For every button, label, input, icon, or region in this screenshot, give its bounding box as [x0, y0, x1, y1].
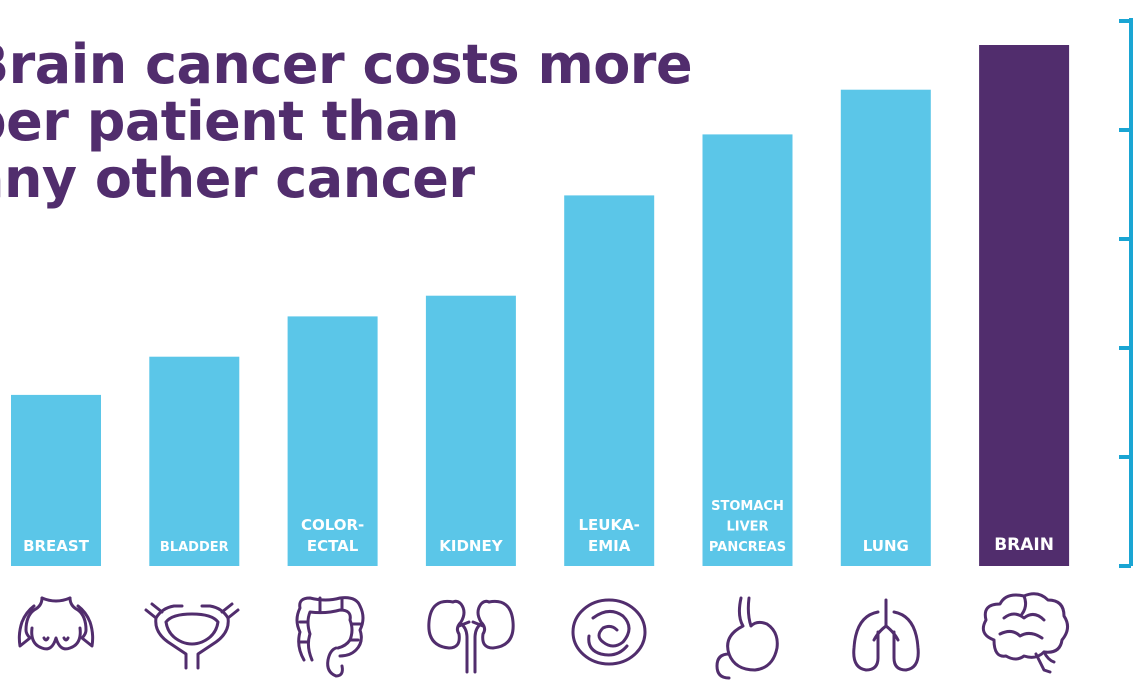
bladder-icon — [144, 602, 240, 670]
bar-stomach-liver-pancreas — [702, 134, 793, 566]
lung-icon — [852, 598, 920, 672]
brain-icon — [981, 592, 1069, 674]
stomach-icon — [715, 596, 779, 680]
colon-icon — [295, 596, 365, 678]
bar-label: LEUKA-EMIA — [578, 516, 639, 555]
title-line-3: any other cancer — [0, 147, 475, 210]
bar-lung — [840, 89, 931, 566]
bar-label: BREAST — [23, 537, 90, 555]
bar-leuka-emia — [564, 195, 655, 566]
icons-group — [17, 592, 1069, 680]
bar-label: KIDNEY — [439, 537, 503, 555]
kidney-icon — [427, 599, 515, 674]
bar-label: BRAIN — [994, 535, 1054, 555]
bar-labels-group: BREAST BLADDER COLOR-ECTAL KIDNEY LEUKA-EMIA… — [23, 499, 1054, 555]
bar-breast — [11, 394, 101, 566]
bars-group — [11, 45, 1070, 566]
breast-icon — [17, 596, 95, 651]
bar-label: LUNG — [863, 537, 909, 555]
bar-brain — [979, 45, 1070, 566]
bar-label: COLOR-ECTAL — [301, 516, 364, 555]
y-axis — [1119, 18, 1133, 568]
blood-cell-icon — [571, 598, 647, 666]
bar-bladder — [149, 356, 240, 566]
bar-label: BLADDER — [160, 540, 229, 555]
title-line-2: per patient than — [0, 90, 459, 153]
bar-label: STOMACH LIVER PANCREAS — [709, 499, 786, 555]
title-line-1: Brain cancer costs more — [0, 33, 693, 96]
bar-kidney — [425, 295, 516, 566]
bar-color-ectal — [287, 316, 378, 566]
chart-title: Brain cancer costs more per patient than… — [0, 33, 693, 210]
